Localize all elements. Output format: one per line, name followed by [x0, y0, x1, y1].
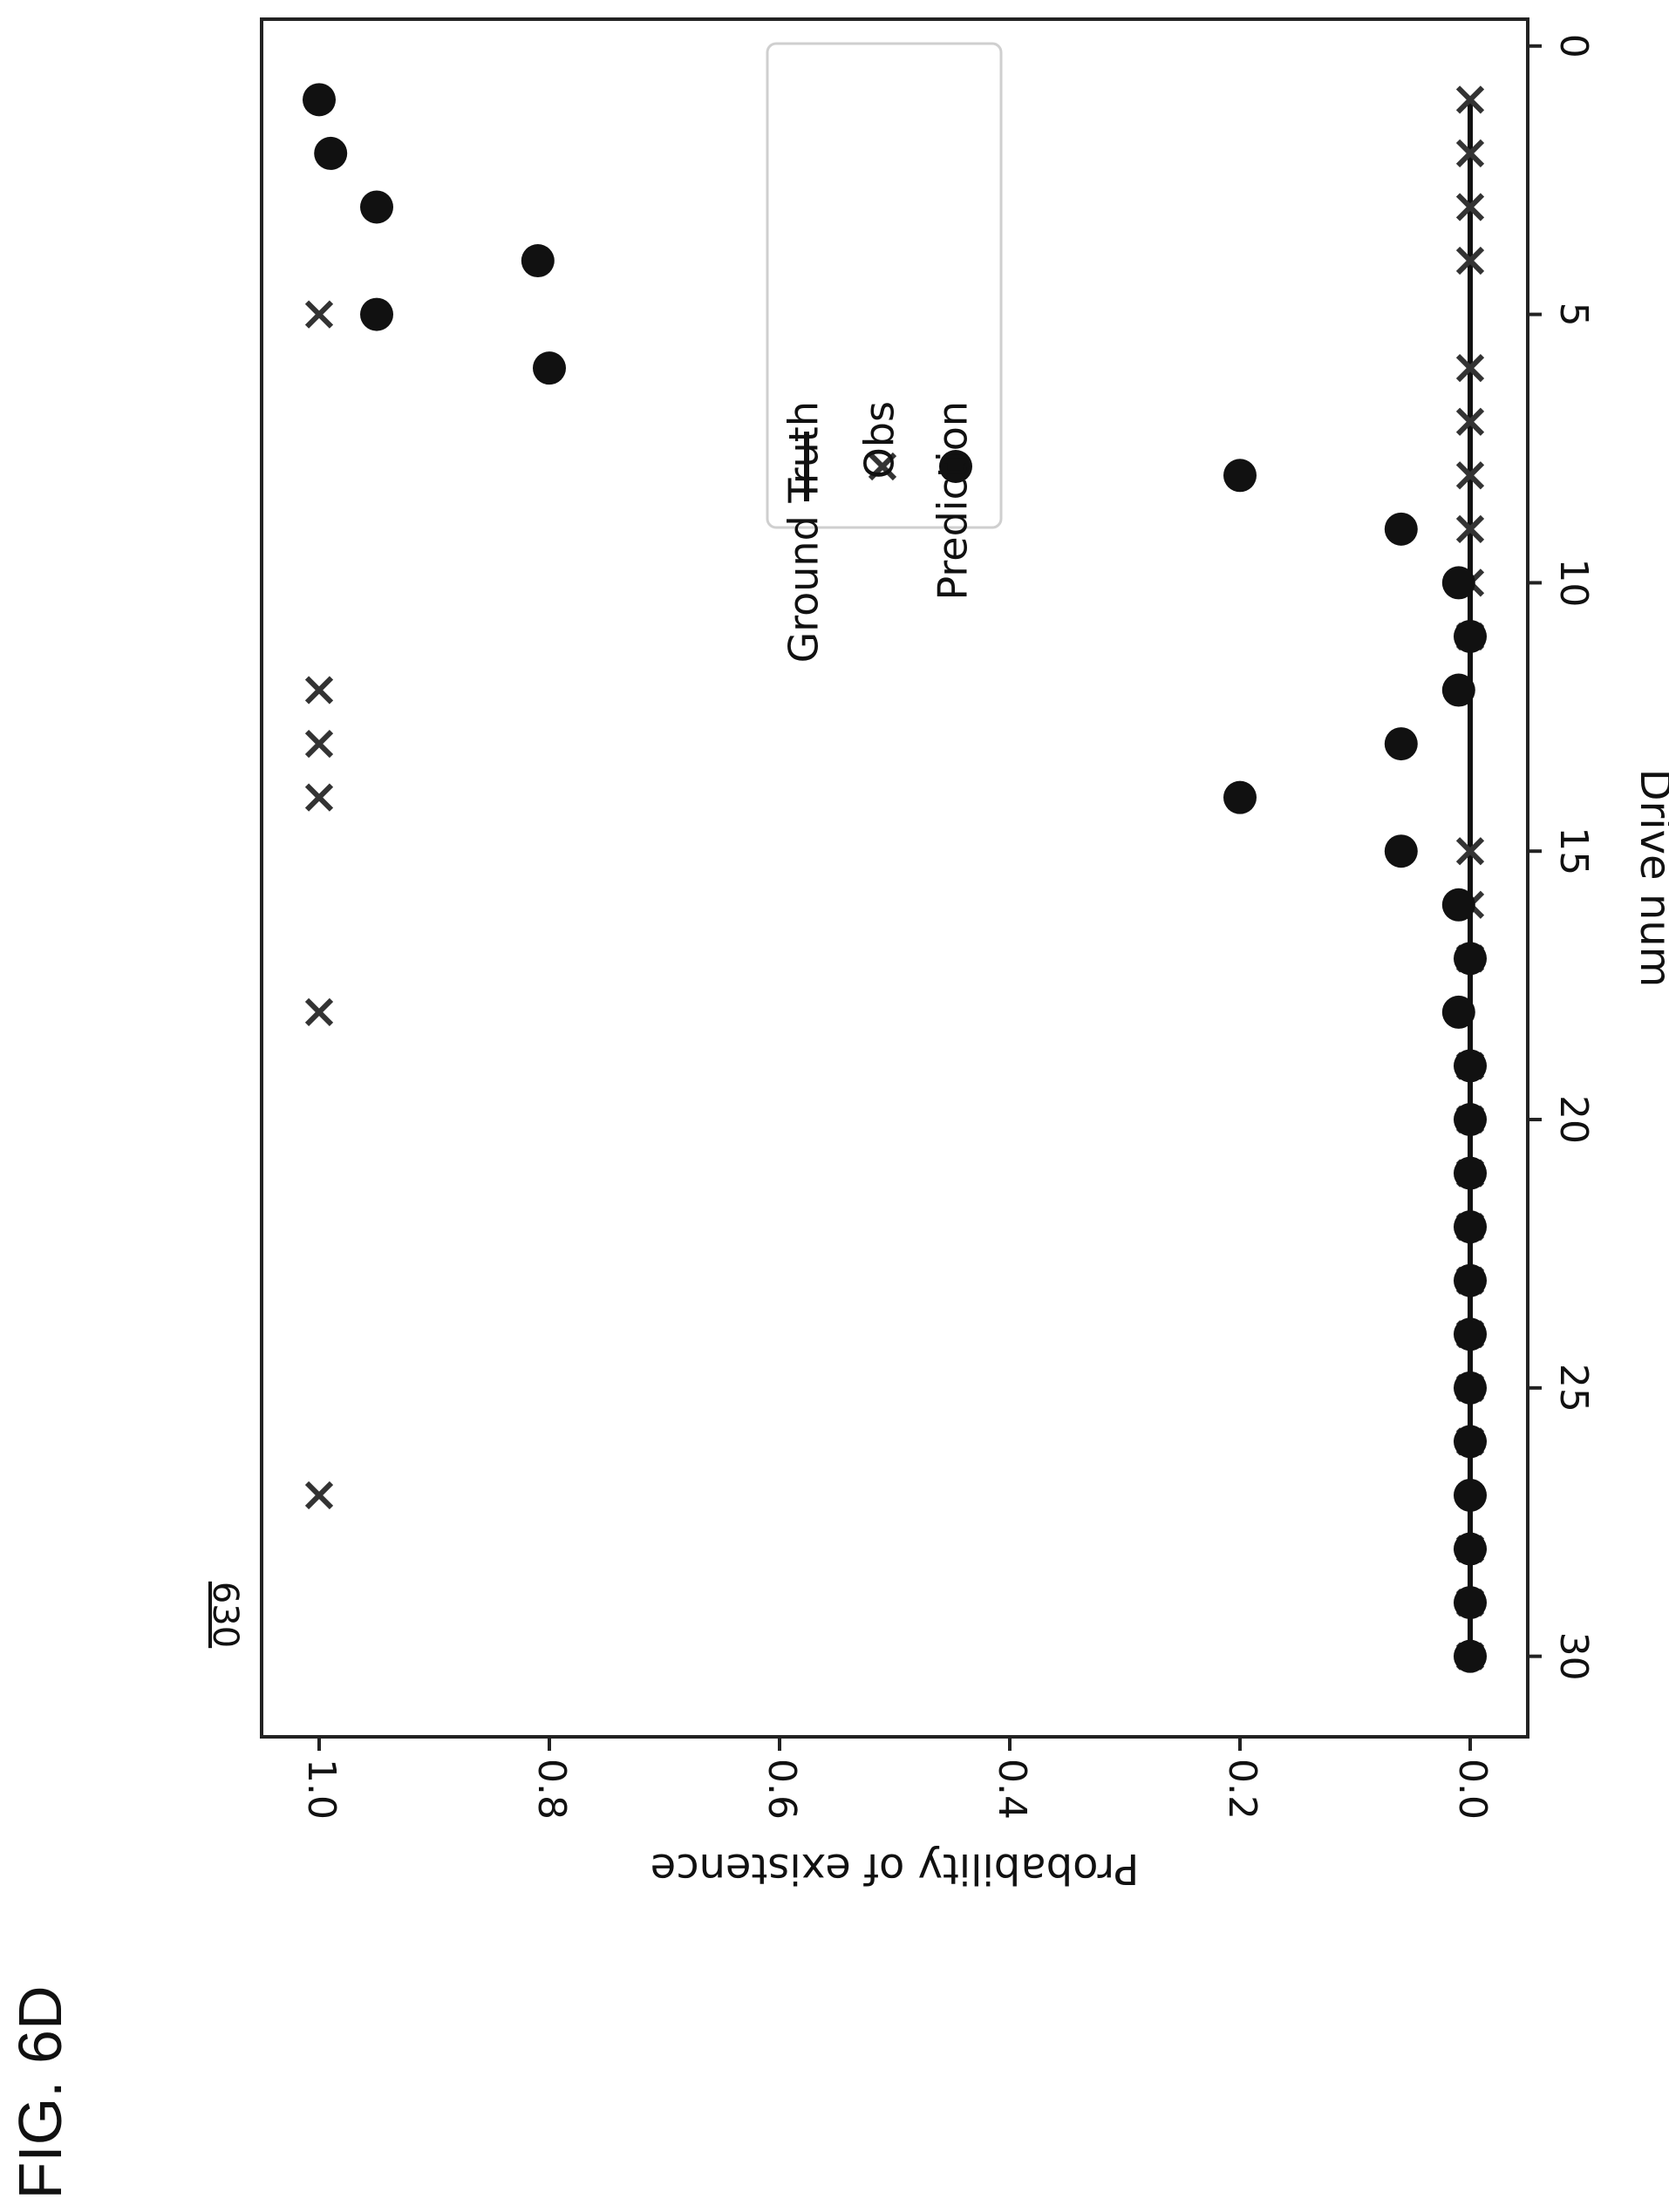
obs-marker	[304, 676, 334, 704]
prediction-point	[360, 190, 393, 224]
prediction-point	[1454, 1263, 1487, 1297]
obs-marker	[304, 1480, 334, 1510]
obs-marker	[1455, 407, 1485, 436]
obs-marker	[304, 729, 334, 759]
obs-marker	[1455, 139, 1485, 168]
x-tick-label: 15	[1551, 827, 1596, 875]
obs-marker	[304, 997, 334, 1027]
obs-marker	[1455, 461, 1485, 490]
prediction-point	[1223, 459, 1257, 493]
obs-marker	[1455, 85, 1485, 114]
x-tick-label: 30	[1551, 1632, 1596, 1681]
prediction-point	[1454, 1317, 1487, 1351]
prediction-point	[1454, 1371, 1487, 1405]
legend-box	[766, 42, 1003, 529]
prediction-point	[1384, 727, 1418, 761]
prediction-point	[1223, 780, 1257, 814]
obs-marker	[1455, 193, 1485, 221]
prediction-point	[1384, 834, 1418, 868]
x-tick-label: 25	[1551, 1364, 1596, 1412]
prediction-point	[1454, 1639, 1487, 1673]
y-tick-label: 0.4	[990, 1759, 1034, 1820]
prediction-point	[1441, 566, 1475, 600]
figure-label: FIG. 6D	[6, 1985, 74, 2199]
prediction-point	[1441, 888, 1475, 922]
plot-area	[260, 17, 1529, 1739]
prediction-point	[303, 83, 336, 117]
obs-marker	[1455, 837, 1485, 866]
y-tick-label: 0.6	[760, 1759, 804, 1820]
prediction-point	[1454, 1478, 1487, 1512]
prediction-point	[1454, 1425, 1487, 1459]
obs-marker	[1455, 514, 1485, 543]
prediction-point	[360, 297, 393, 331]
prediction-point	[1441, 995, 1475, 1029]
y-tick-label: 0.0	[1450, 1759, 1495, 1820]
x-axis: 0 5 10 15 20 25 30	[1528, 34, 1596, 1681]
obs-marker	[304, 783, 334, 812]
x-tick-label: 10	[1551, 558, 1596, 607]
prediction-point	[1454, 1103, 1487, 1137]
y-tick-label: 0.8	[529, 1759, 574, 1820]
figure-reference-number: 630	[205, 1582, 245, 1648]
prediction-point	[521, 244, 555, 278]
legend-obs-swatch	[868, 452, 897, 481]
prediction-point	[1454, 1156, 1487, 1190]
prediction-point	[1454, 1586, 1487, 1620]
legend-label: Ground Truth	[780, 401, 828, 663]
prediction-point	[1454, 942, 1487, 976]
y-axis-label: Probability of existence	[651, 1844, 1140, 1893]
prediction-point	[1454, 619, 1487, 653]
y-axis: 0.0 0.2 0.4 0.6 0.8 1.0	[299, 1737, 1495, 1820]
prediction-point	[1454, 1049, 1487, 1083]
prediction-point	[1454, 1210, 1487, 1244]
plot-frame	[260, 17, 1529, 1739]
series-layer	[303, 83, 1487, 1673]
x-tick-label: 5	[1551, 303, 1596, 327]
obs-marker	[1455, 354, 1485, 383]
prediction-point	[1441, 673, 1475, 707]
prediction-point	[1454, 1532, 1487, 1566]
prediction-point	[314, 136, 348, 170]
x-axis-label: Drive num	[1631, 769, 1669, 988]
legend: Ground Truth Obs Prediction	[766, 42, 1003, 663]
legend-label: Obs	[856, 401, 903, 479]
y-tick-label: 1.0	[299, 1759, 344, 1820]
legend-label: Prediction	[930, 401, 977, 601]
x-tick-label: 20	[1551, 1095, 1596, 1144]
obs-marker	[1455, 246, 1485, 276]
prediction-point	[533, 351, 566, 385]
y-tick-label: 0.2	[1220, 1759, 1264, 1820]
x-tick-label: 0	[1551, 34, 1596, 58]
obs-marker	[304, 300, 334, 329]
prediction-point	[1384, 512, 1418, 546]
legend-prediction-swatch	[939, 450, 972, 483]
